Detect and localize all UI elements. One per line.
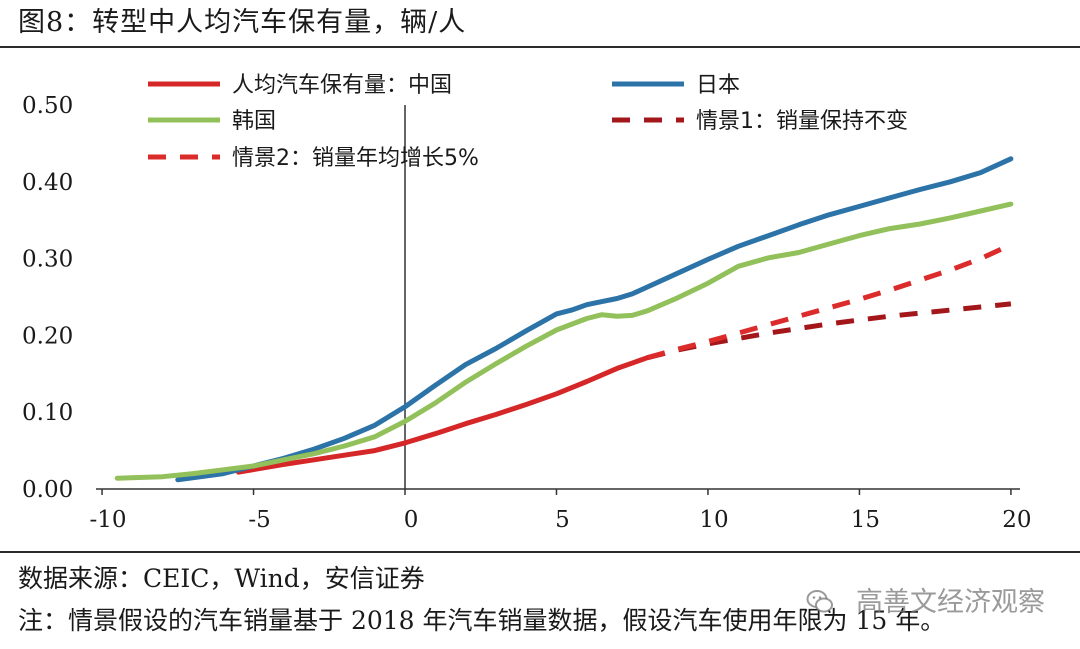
x-tick-label: -5	[248, 507, 270, 533]
series-line-4	[646, 301, 1012, 361]
top-rule	[0, 46, 1080, 48]
series-line-1	[235, 355, 650, 475]
wechat-icon	[806, 590, 833, 613]
y-tick-label: 0.50	[22, 93, 73, 119]
x-tick-label: 10	[699, 507, 728, 533]
y-tick-label: 0.10	[22, 400, 73, 426]
footnote: 注：情景假设的汽车销量基于 2018 年汽车销量数据，假设汽车使用年限为 15 …	[18, 606, 946, 635]
y-tick-label: 0.00	[22, 477, 73, 503]
x-tick-label: 20	[1002, 507, 1031, 533]
legend-label: 韩国	[232, 109, 276, 134]
data-source: 数据来源：CEIC，Wind，安信证券	[18, 564, 425, 593]
legend-label: 人均汽车保有量：中国	[232, 73, 452, 98]
watermark-text: 高善文经济观察	[856, 587, 1045, 618]
x-tick-label: 5	[555, 507, 570, 533]
x-tick-label: -10	[90, 507, 127, 533]
x-tick-label: 15	[851, 507, 880, 533]
y-tick-label: 0.30	[22, 247, 73, 273]
series-line-2	[175, 156, 1014, 483]
figure-title: 图8：转型中人均汽车保有量，辆/人	[18, 7, 467, 38]
y-tick-label: 0.40	[22, 170, 73, 196]
legend-label: 情景1：销量保持不变	[696, 109, 908, 134]
legend-label: 日本	[696, 73, 740, 98]
watermark: 高善文经济观察	[806, 586, 1045, 620]
y-tick-label: 0.20	[22, 323, 73, 349]
bottom-rule	[0, 551, 1080, 553]
series-line-3	[114, 201, 1014, 481]
legend-label: 情景2：销量年均增长5%	[232, 146, 479, 171]
x-tick-label: 0	[404, 507, 419, 533]
